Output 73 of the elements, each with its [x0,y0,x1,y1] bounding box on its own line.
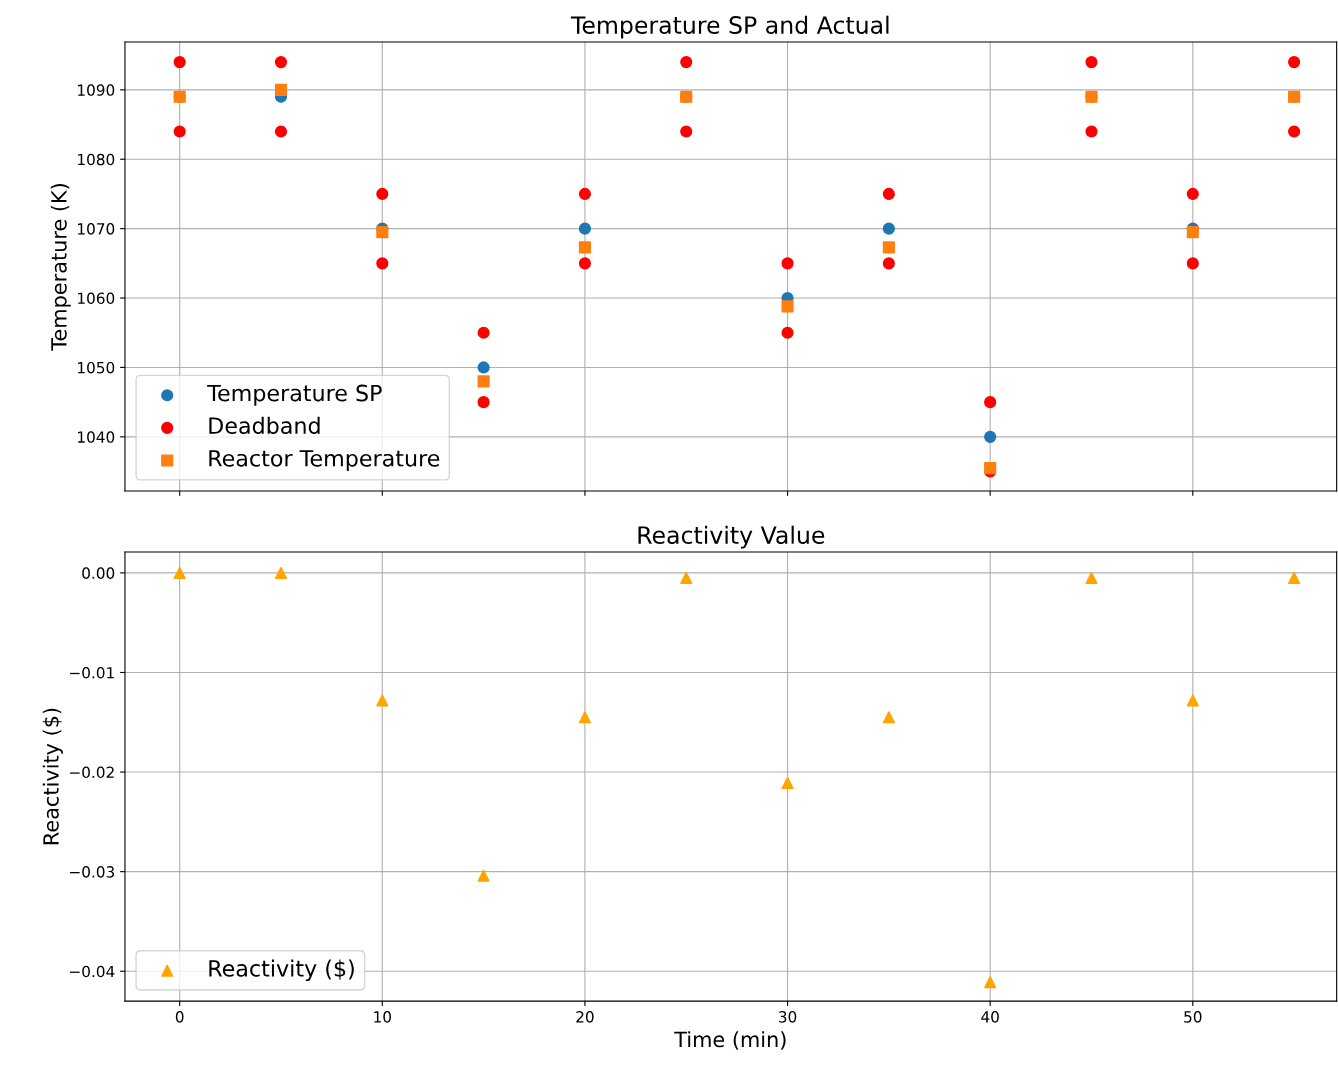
point [578,222,592,235]
point [477,361,490,374]
point [1186,257,1199,270]
point [984,976,997,989]
point [882,241,895,254]
point [882,711,895,724]
x-axis-title: Time (min) [674,1031,786,1050]
point [984,396,997,409]
legend-label: Reactivity ($) [209,959,354,982]
point [477,375,490,388]
point [376,257,389,270]
point [578,711,592,724]
x-tick-label: 20 [576,1011,594,1023]
y-tick-label: −0.01 [70,666,114,679]
point [578,187,592,201]
legend-label: Deadband [209,416,320,435]
point [173,125,186,138]
point [274,83,288,96]
point [173,566,186,579]
point [274,125,288,138]
point [1288,56,1301,69]
chart-title: Temperature SP and Actual [570,15,889,39]
point [984,461,997,475]
point [1085,571,1098,584]
point [477,869,490,882]
point [680,56,693,69]
x-tick-label: 0 [175,1011,184,1023]
point [578,257,592,270]
x-tick-label: 50 [1184,1011,1202,1023]
point [680,125,693,138]
point [1288,125,1301,138]
y-axis-title: Temperature (K) [50,184,71,351]
point [173,56,186,69]
y-tick-label: 0.00 [82,567,115,579]
y-tick-label: −0.03 [70,866,115,878]
point [984,430,997,443]
x-tick-label: 40 [981,1011,999,1023]
point [1186,226,1199,239]
y-tick-label: 1080 [78,153,115,166]
point [882,187,895,201]
legend-label: Temperature SP [207,384,382,406]
chart-title: Reactivity Value [638,525,825,549]
y-tick-label: 1040 [78,431,115,443]
point [376,187,389,201]
point [781,257,794,270]
point [882,257,895,270]
point [274,566,288,579]
point [680,571,693,584]
y-tick-label: 1090 [78,84,115,96]
point [1085,56,1098,69]
point [477,326,490,339]
y-tick-label: −0.04 [70,965,115,978]
point [376,694,389,707]
point [882,222,895,235]
point [1186,694,1199,707]
x-tick-label: 30 [778,1011,797,1023]
point [578,241,592,254]
y-tick-label: 1050 [78,361,115,374]
point [1186,187,1199,201]
point [274,56,288,69]
point [781,300,794,313]
point [1288,571,1301,584]
y-tick-label: 1070 [78,223,115,235]
y-axis-title: Reactivity ($) [42,708,63,845]
x-tick-label: 10 [374,1011,392,1023]
y-tick-label: −0.02 [70,766,114,779]
point [781,776,794,790]
y-tick-label: 1060 [78,292,115,305]
point [376,226,389,239]
point [1085,125,1098,138]
point [477,396,490,409]
legend-label: Reactor Temperature [209,450,440,471]
point [781,326,794,339]
